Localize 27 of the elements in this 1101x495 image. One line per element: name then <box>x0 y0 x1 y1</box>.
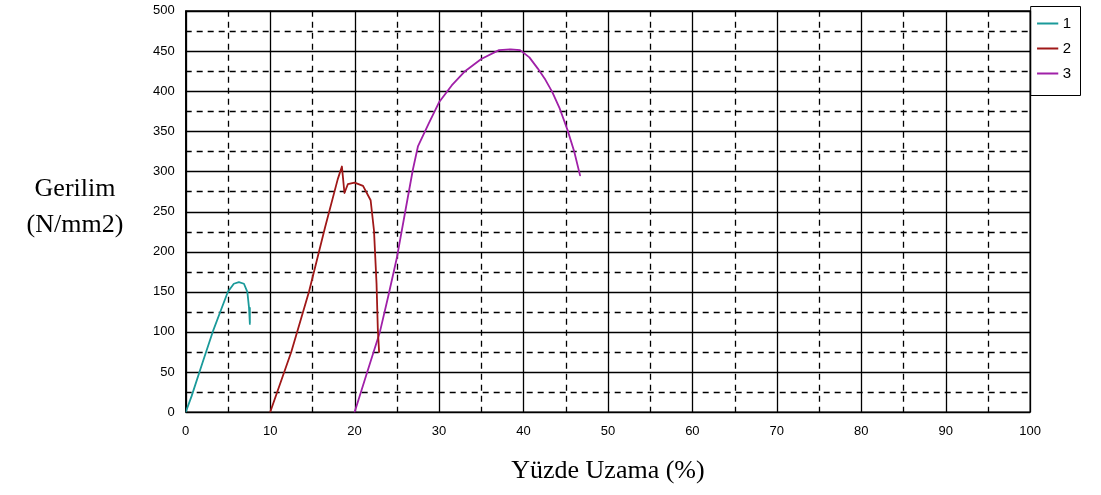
y-tick-label: 450 <box>152 42 175 58</box>
legend-label: 3 <box>1062 63 1071 81</box>
x-tick-label: 10 <box>262 422 278 438</box>
y-tick-label: 350 <box>152 122 175 138</box>
y-tick-label: 50 <box>160 363 175 379</box>
y-tick-label: 250 <box>152 203 175 219</box>
y-tick-label: 150 <box>152 283 175 299</box>
y-tick-label: 100 <box>152 323 175 339</box>
legend-label: 2 <box>1062 38 1071 56</box>
y-tick-label: 200 <box>152 243 175 259</box>
x-tick-label: 90 <box>938 422 953 438</box>
y-tick-label: 500 <box>152 2 175 18</box>
x-tick-label: 0 <box>182 422 190 438</box>
x-axis-title: Yüzde Uzama (%) <box>511 455 705 485</box>
x-tick-label: 50 <box>600 422 616 438</box>
x-tick-label: 40 <box>516 422 531 438</box>
y-axis-title: Gerilim (N/mm2) <box>25 172 125 240</box>
x-tick-label: 20 <box>347 422 362 438</box>
y-tick-label: 400 <box>152 82 175 98</box>
x-tick-label: 100 <box>1019 422 1042 438</box>
x-tick-label: 60 <box>685 422 700 438</box>
x-tick-label: 30 <box>431 422 447 438</box>
legend-label: 1 <box>1062 13 1071 31</box>
x-tick-label: 80 <box>854 422 869 438</box>
y-tick-label: 0 <box>167 403 175 419</box>
x-tick-label: 70 <box>769 422 785 438</box>
y-tick-label: 300 <box>152 162 175 178</box>
